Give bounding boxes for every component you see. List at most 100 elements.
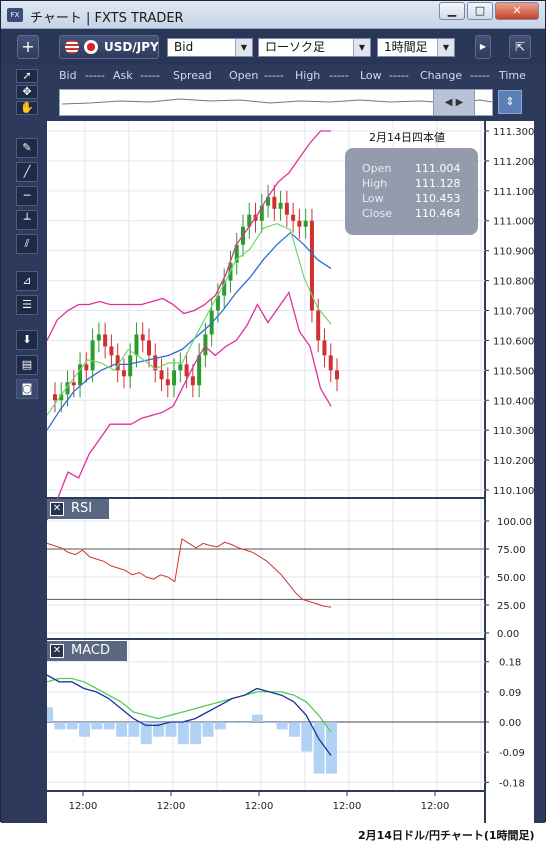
timeframe-select[interactable]: 1時間足 ▼ [377,38,455,57]
window-title: チャート | FXTS TRADER [30,11,184,26]
candle-body [322,340,327,356]
close-label: Close [362,207,392,220]
time-tick-label: 12:00 [69,801,98,812]
pen-icon[interactable]: ✎ [16,138,38,158]
symbol-label: USD/JPY [104,40,159,54]
rsi-close-button[interactable]: ✕ [50,502,64,516]
candle-body [328,355,333,371]
minimize-button[interactable]: ▁ [439,2,465,20]
candle-body [266,196,271,206]
moving-average-short-line [47,223,332,416]
title-bar[interactable]: FX チャート | FXTS TRADER ▁ □ ✕ [1,1,545,29]
popout-button[interactable]: ⇱ [509,35,531,59]
hand-icon[interactable]: ✋ [16,101,38,115]
candle-body [222,280,227,296]
pointer-icon[interactable]: ➚ [16,69,38,83]
rsi-tab: ✕ RSI [47,499,109,519]
chevron-down-icon: ▼ [353,39,370,56]
fibonacci-icon[interactable]: ⊿ [16,271,38,291]
candle-body [78,364,83,386]
price-tick-label: 110.200 [493,456,534,467]
macd-histogram-bar [165,722,177,737]
macd-histogram-bar [190,722,202,745]
rsi-tick-label: 0.00 [497,629,519,640]
camera-icon[interactable]: ◙ [16,379,38,399]
rsi-tick-label: 100.00 [497,517,532,528]
quote-header: Bid ----- Ask ----- Spread Open ----- Hi… [47,65,545,87]
price-tick-label: 110.300 [493,426,534,437]
candle-body [90,340,95,371]
ohlc-date-label: 2月14日四本値 [369,131,445,144]
vertical-scrollbar[interactable] [534,118,545,823]
candle-body [59,394,64,401]
macd-histogram-bar [239,722,251,723]
chart-area[interactable]: 111.300 111.200 111.100 111.000 110.900 110.8… [47,121,534,823]
trendline-icon[interactable]: ╱ [16,162,38,182]
timeframe-value: 1時間足 [384,40,428,54]
price-tick-label: 110.400 [493,396,534,407]
close-button[interactable]: ✕ [495,2,539,20]
maximize-button[interactable]: □ [467,2,493,20]
navigator-handle[interactable]: ◀ ▶ [433,89,475,116]
price-tick-label: 111.200 [493,157,534,168]
rsi-tick-label: 25.00 [497,601,526,612]
candle-body [172,370,177,386]
channel-icon[interactable]: ⫽ [16,234,38,254]
price-type-select[interactable]: Bid ▼ [167,38,253,57]
candle-body [291,214,296,221]
high-value: 111.128 [415,177,461,190]
list-icon[interactable]: ▤ [16,355,38,375]
scroll-right-button[interactable]: ▶ [475,35,491,59]
close-value: 110.464 [415,207,461,220]
chart-type-value: ローソク足 [265,40,326,54]
chart-caption: 2月14日ドル/円チャート(1時間足) [358,829,535,842]
price-tick-label: 111.100 [493,187,534,198]
navigator-toggle-button[interactable]: ⇕ [498,90,522,114]
candle-body [165,379,170,386]
macd-histogram-bar [288,722,300,737]
macd-histogram-bar [91,722,103,730]
add-button[interactable]: + [17,35,39,59]
macd-tab: ✕ MACD [47,641,127,661]
open-label: Open [362,162,392,175]
rsi-tick-label: 75.00 [497,545,526,556]
vline-icon[interactable]: ┴ [16,210,38,230]
bid-label: Bid [59,69,77,82]
macd-line [47,674,332,756]
candle-body [159,370,164,380]
fib-lines-icon[interactable]: ☰ [16,295,38,315]
macd-histogram-bar [66,722,78,730]
symbol-selector[interactable]: USD/JPY [59,35,159,59]
high-label: High [362,177,388,190]
jp-flag-icon [84,40,98,54]
candle-body [128,355,133,377]
chart-type-select[interactable]: ローソク足 ▼ [258,38,371,57]
macd-close-button[interactable]: ✕ [50,644,64,658]
chart-window: FX チャート | FXTS TRADER ▁ □ ✕ + USD/JPY Bi… [0,0,546,823]
candle-body [309,220,314,311]
candle-body [234,244,239,263]
macd-tick-label: 0.00 [499,718,521,729]
macd-histogram-bar [326,722,337,774]
moving-average-long-line [47,231,332,431]
candle-body [115,355,120,371]
candle-body [109,346,114,356]
time-label: Time [499,69,526,82]
macd-signal-line [47,677,332,733]
bid-value: ----- [85,69,105,82]
hline-icon[interactable]: ─ [16,186,38,206]
download-icon[interactable]: ⬇ [16,330,38,350]
macd-histogram-bar [116,722,128,737]
candle-body [53,394,57,401]
macd-histogram-bar [79,722,91,737]
candle-body [65,382,70,395]
chevron-down-icon: ▼ [235,39,252,56]
crosshair-icon[interactable]: ✥ [16,85,38,99]
ask-label: Ask [113,69,133,82]
navigator[interactable] [59,89,493,116]
price-tick-label: 110.500 [493,366,534,377]
candle-body [197,355,202,386]
open-value: ----- [264,69,284,82]
macd-histogram-bar [177,722,189,745]
drawing-toolbar: ➚ ✥ ✋ ✎ ╱ ─ ┴ ⫽ ⊿ ☰ ⬇ ▤ ◙ [1,65,47,823]
